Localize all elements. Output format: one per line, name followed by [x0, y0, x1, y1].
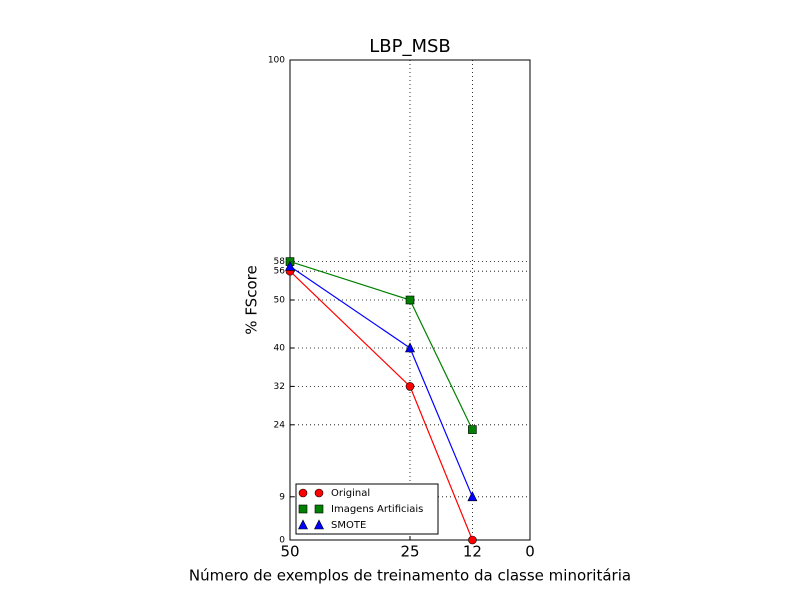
legend-label: Imagens Artificiais	[331, 504, 423, 515]
y-tick-label: 32	[274, 382, 285, 392]
data-point	[405, 295, 415, 305]
y-tick-label: 40	[274, 344, 286, 354]
legend-marker	[298, 519, 308, 530]
y-tick-label: 58	[274, 257, 286, 267]
legend-marker	[314, 488, 324, 498]
x-tick-label: 12	[463, 543, 482, 561]
data-point	[405, 342, 415, 353]
legend-marker	[298, 488, 308, 498]
legend-label: Original	[331, 488, 370, 499]
legend-label: SMOTE	[331, 520, 366, 531]
series-line	[289, 261, 473, 430]
plot-frame	[289, 59, 531, 541]
data-point	[468, 425, 477, 434]
series-line	[289, 265, 473, 498]
y-tick-label: 100	[268, 56, 285, 66]
y-tick-label: 0	[279, 536, 285, 546]
data-point	[467, 491, 478, 502]
y-axis-label: % FScore	[243, 265, 261, 334]
data-point	[405, 382, 415, 391]
legend-marker	[298, 504, 308, 514]
y-tick-label: 24	[274, 420, 286, 430]
data-point	[468, 535, 477, 545]
x-tick-label: 25	[400, 543, 419, 561]
x-tick-label: 0	[525, 543, 535, 561]
legend-marker	[314, 519, 324, 530]
y-tick-label: 56	[274, 267, 286, 277]
chart-title: LBP_MSB	[369, 36, 451, 57]
data-point	[285, 260, 295, 271]
legend-marker	[314, 504, 324, 514]
y-tick-label: 50	[274, 296, 286, 306]
y-tick-label: 9	[279, 492, 285, 502]
x-tick-label: 50	[280, 543, 299, 561]
x-axis-label: Número de exemplos de treinamento da cla…	[189, 567, 631, 585]
